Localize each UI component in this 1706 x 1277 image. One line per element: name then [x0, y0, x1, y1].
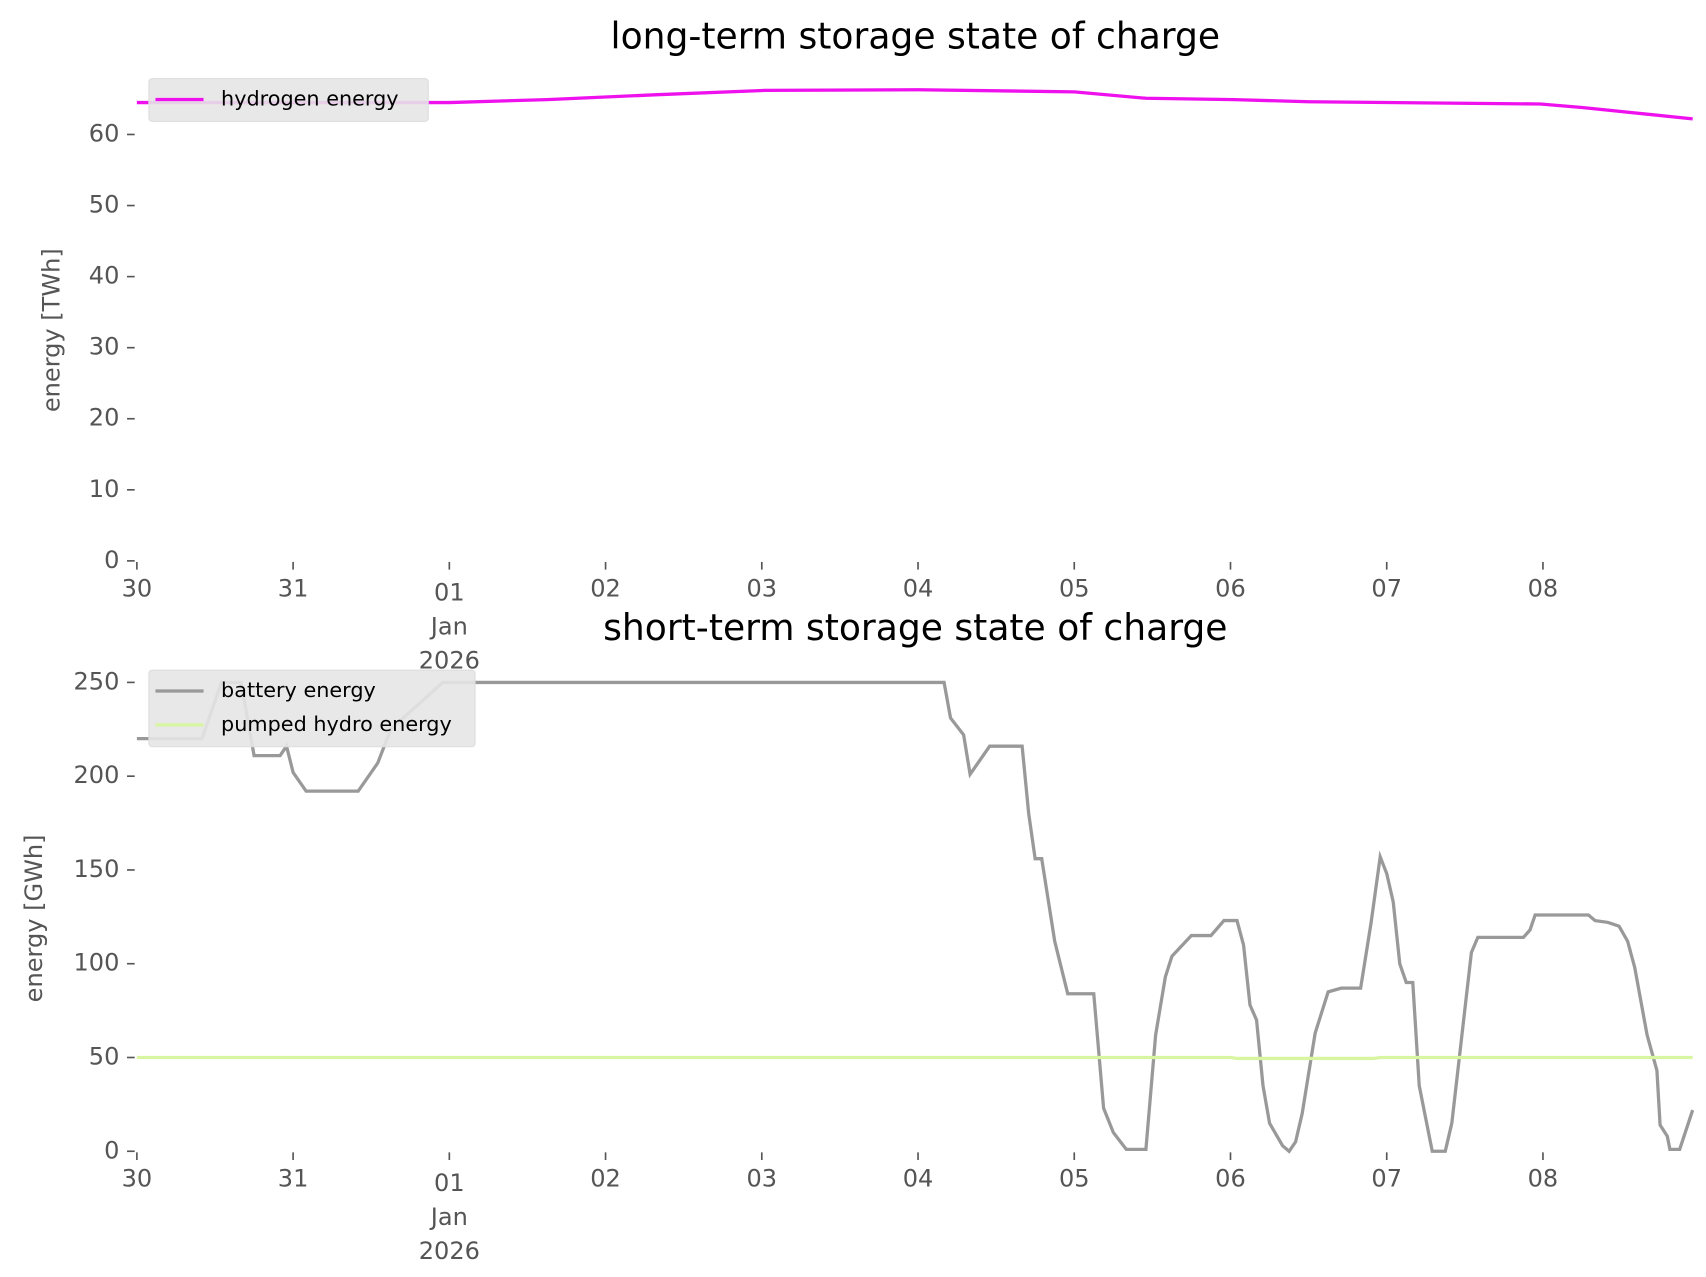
legend-label: hydrogen energy — [221, 86, 398, 110]
x-tick-label: 06 — [1215, 1165, 1246, 1193]
x-tick-label: 03 — [746, 1165, 777, 1193]
x-tick-label: 08 — [1528, 574, 1559, 602]
series-line — [136, 1055, 1693, 1061]
x-tick-label: 30 — [122, 574, 153, 602]
x-tick-label: 02 — [590, 1165, 621, 1193]
y-tick-label: 50 — [89, 191, 120, 219]
x-tick-label: 31 — [278, 1165, 309, 1193]
y-tick-label: 100 — [73, 949, 119, 977]
chart-title: short-term storage state of charge — [603, 607, 1227, 649]
x-tick-label: 03 — [746, 574, 777, 602]
x-tick-label: 04 — [903, 574, 934, 602]
y-tick-label: 60 — [89, 119, 120, 147]
x-tick-label: 04 — [903, 1165, 934, 1193]
x-tick-label: 01 Jan 2026 — [419, 1169, 480, 1265]
x-tick-label: 07 — [1371, 1165, 1402, 1193]
x-tick-label: 06 — [1215, 574, 1246, 602]
x-tick-label: 05 — [1059, 574, 1090, 602]
legend-box — [148, 669, 476, 748]
legend-label: pumped hydro energy — [221, 712, 452, 736]
legend-label: battery energy — [221, 678, 376, 702]
x-tick-label: 05 — [1059, 1165, 1090, 1193]
x-tick-label: 07 — [1371, 574, 1402, 602]
x-tick-label: 08 — [1528, 1165, 1559, 1193]
y-tick-label: 200 — [73, 761, 119, 789]
legend-box — [148, 78, 429, 122]
chart-title: long-term storage state of charge — [611, 15, 1221, 57]
y-tick-label: 0 — [104, 546, 119, 574]
y-tick-label: 0 — [104, 1136, 119, 1164]
y-axis-label: energy [TWh] — [38, 248, 66, 412]
x-tick-label: 31 — [278, 574, 309, 602]
y-axis-label: energy [GWh] — [20, 834, 48, 1002]
series-line — [136, 88, 1693, 121]
series-line — [136, 680, 1695, 1154]
y-tick-label: 50 — [89, 1042, 120, 1070]
y-tick-label: 30 — [89, 333, 120, 361]
x-tick-label: 01 Jan 2026 — [419, 579, 480, 675]
y-tick-label: 40 — [89, 262, 120, 290]
y-tick-label: 10 — [89, 475, 120, 503]
x-tick-label: 30 — [122, 1165, 153, 1193]
x-tick-label: 02 — [590, 574, 621, 602]
y-tick-label: 150 — [73, 855, 119, 883]
y-tick-label: 250 — [73, 667, 119, 695]
y-tick-label: 20 — [89, 404, 120, 432]
